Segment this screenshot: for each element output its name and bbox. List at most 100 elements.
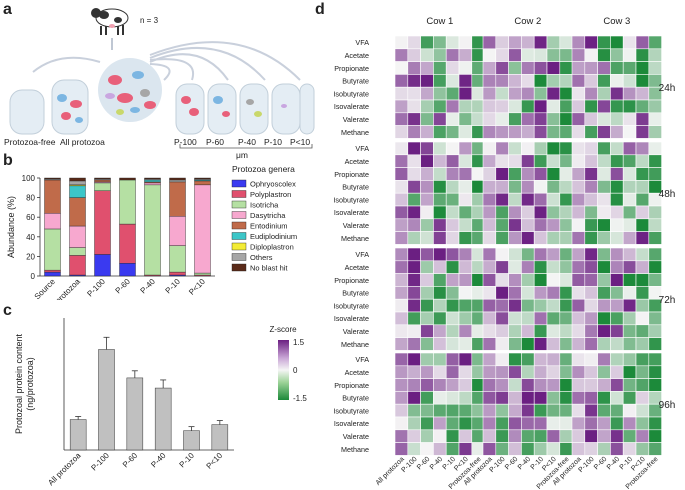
heatmap-cell — [495, 154, 509, 168]
heatmap-cell — [584, 112, 598, 126]
heatmap-cell — [559, 442, 573, 456]
heatmap-cell — [546, 378, 561, 392]
heatmap-cell — [546, 324, 561, 338]
heatmap-cell — [584, 260, 598, 274]
heatmap-cell — [420, 391, 434, 405]
heatmap-cell — [648, 416, 662, 431]
heatmap-cell — [458, 125, 473, 139]
bar-segment — [194, 180, 211, 186]
heatmap-cell — [597, 167, 611, 181]
heatmap-cell — [584, 378, 598, 392]
heatmap-cell — [445, 298, 460, 313]
heatmap-cell — [571, 247, 586, 262]
bar-segment — [169, 271, 186, 276]
heatmap-cell — [394, 180, 409, 194]
heatmap-cell — [584, 352, 598, 367]
bar — [126, 377, 144, 451]
bar-segment — [44, 179, 61, 214]
heatmap-cell — [546, 391, 561, 405]
heatmap-cell — [635, 247, 650, 262]
heatmap-cell — [597, 442, 611, 456]
heatmap-cell — [433, 112, 447, 126]
bar-segment — [194, 177, 211, 180]
heatmap-cell — [482, 154, 497, 168]
bar-segment — [69, 197, 86, 227]
heatmap-cell — [635, 337, 650, 351]
heatmap-cell — [559, 99, 573, 114]
heatmap-cell — [407, 48, 421, 62]
bar-segment — [69, 247, 86, 256]
row-label: Methane — [341, 234, 369, 243]
heatmap-cell — [648, 324, 662, 338]
heatmap-cell — [597, 286, 611, 300]
bar — [98, 349, 115, 451]
bar-segment — [119, 179, 136, 225]
bar-segment — [69, 255, 86, 276]
heatmap-cell — [508, 180, 522, 194]
heatmap-cell — [533, 260, 548, 274]
heatmap-cell — [508, 298, 522, 313]
bar-segment — [44, 271, 61, 277]
heatmap-cell — [584, 391, 598, 405]
heatmap-cell — [584, 324, 598, 338]
heatmap-cell — [648, 218, 662, 232]
heatmap-cell — [458, 403, 473, 418]
heatmap-cell — [610, 180, 624, 194]
heatmap-cell — [407, 205, 421, 220]
heatmap-cell — [508, 337, 522, 351]
heatmap-cell — [471, 311, 485, 326]
heatmap-cell — [445, 61, 460, 75]
heatmap-cell — [508, 218, 522, 232]
heatmap-cell — [445, 218, 460, 232]
heatmap-cell — [508, 48, 522, 62]
heatmap-cell — [394, 99, 409, 114]
heatmap-cell — [610, 99, 624, 114]
heatmap-cell — [495, 141, 509, 156]
heatmap-cell — [508, 273, 522, 287]
heatmap-cell — [571, 324, 586, 338]
heatmap-cell — [597, 298, 611, 313]
heatmap-cell — [635, 391, 650, 405]
heatmap-cell — [445, 192, 460, 207]
heatmap-cell — [445, 205, 460, 220]
heatmap-cell — [610, 324, 624, 338]
heatmap-cell — [622, 61, 637, 75]
heatmap-cell — [458, 391, 473, 405]
heatmap-cell — [521, 192, 535, 207]
heatmap-cell — [508, 154, 522, 168]
heatmap-cell — [433, 311, 447, 326]
heatmap-cell — [433, 231, 447, 245]
column-label: P-40 — [517, 456, 532, 471]
tube-label-p10: P-10 — [264, 137, 282, 147]
heatmap-cell — [622, 442, 637, 456]
heatmap-cell — [407, 416, 421, 431]
heatmap-cell — [495, 180, 509, 194]
x-tick-label: P-10 — [164, 277, 183, 296]
heatmap-cell — [584, 311, 598, 326]
heatmap-cell — [433, 298, 447, 313]
heatmap-cell — [571, 273, 586, 287]
heatmap-cell — [508, 231, 522, 245]
row-label: Valerate — [343, 221, 369, 230]
heatmap-cell — [610, 260, 624, 274]
panel-label-a: a — [3, 1, 12, 18]
heatmap-cell — [635, 180, 650, 194]
heatmap-cell — [610, 231, 624, 245]
heatmap-cell — [571, 35, 586, 50]
heatmap-cell — [445, 260, 460, 274]
heatmap-cell — [521, 61, 535, 75]
x-tick-label: P<10 — [205, 451, 225, 471]
heatmap-cell — [445, 311, 460, 326]
heatmap-cell — [471, 378, 485, 392]
heatmap-cell — [610, 416, 624, 431]
heatmap-cell — [648, 352, 662, 367]
heatmap-cell — [445, 391, 460, 405]
heatmap-cell — [533, 48, 548, 62]
heatmap-cell — [420, 324, 434, 338]
heatmap-cell — [445, 273, 460, 287]
tube-all-protozoa — [51, 79, 89, 135]
heatmap-cell — [471, 218, 485, 232]
heatmap-cell — [495, 112, 509, 126]
heatmap-cell — [508, 247, 522, 262]
heatmap-cell — [533, 429, 548, 443]
